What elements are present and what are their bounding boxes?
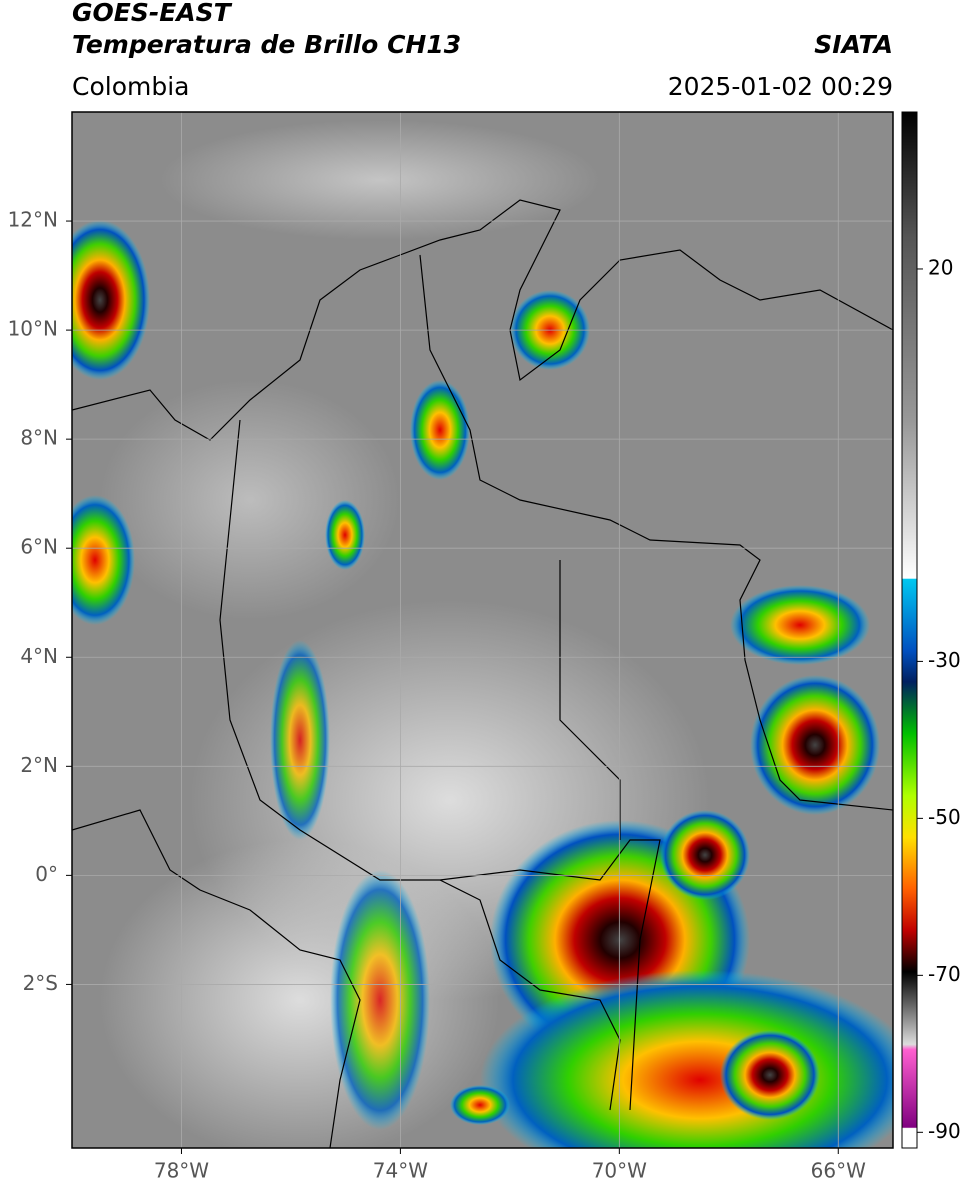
y-tick-label: 12°N (8, 208, 58, 232)
colorbar-tick-label: -70 (928, 962, 961, 986)
colorbar-tick-label: -30 (928, 648, 961, 672)
x-tick-label: 74°W (373, 1159, 428, 1183)
imagery (72, 112, 893, 1148)
y-tick-label: 4°N (20, 644, 58, 668)
y-tick-label: 8°N (20, 426, 58, 450)
y-tick-label: 10°N (8, 317, 58, 341)
title: GOES-EAST (72, 0, 233, 27)
map-frame (71, 111, 894, 1149)
colorbar-tick-label: -90 (928, 1119, 961, 1143)
subtitle: Temperatura de Brillo CH13 (72, 30, 461, 59)
colorbar (901, 111, 918, 1149)
y-tick-label: 6°N (20, 535, 58, 559)
colorbar-tick-label: 20 (928, 255, 953, 279)
y-tick-label: 0° (35, 862, 58, 886)
datetime: 2025-01-02 00:29 (668, 72, 893, 101)
y-tick-label: 2°S (23, 971, 58, 995)
y-tick-label: 2°N (20, 753, 58, 777)
x-tick-label: 66°W (811, 1159, 866, 1183)
x-tick-label: 78°W (154, 1159, 209, 1183)
colorbar-tick-label: -50 (928, 805, 961, 829)
source: SIATA (814, 30, 893, 59)
region: Colombia (72, 72, 189, 101)
x-tick-label: 70°W (592, 1159, 647, 1183)
